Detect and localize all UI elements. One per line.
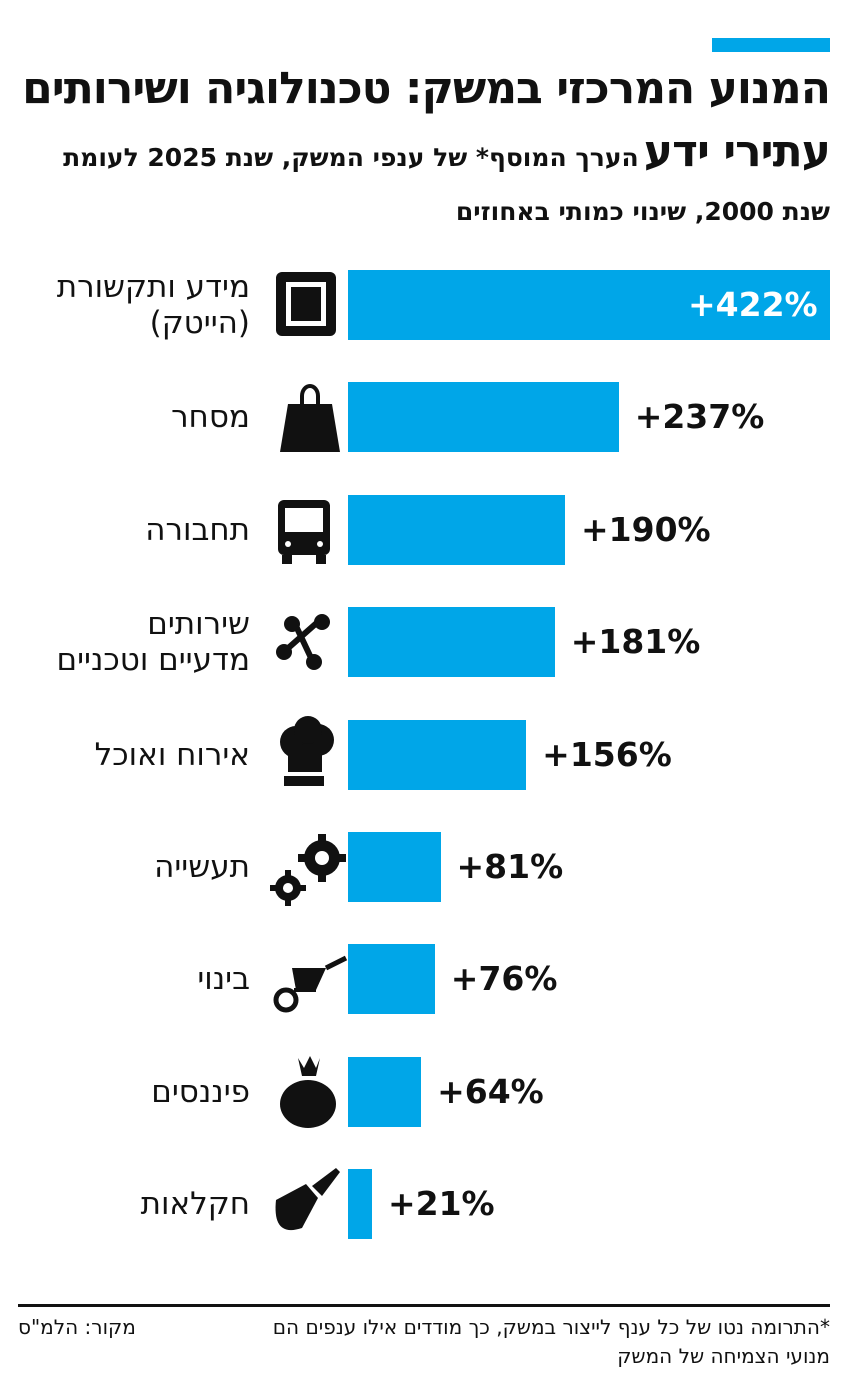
chart-subtitle: הערך המוסף* של ענפי המשק, שנת 2025 לעומת… (63, 143, 830, 226)
category-label: תעשייה (154, 849, 250, 885)
icon-gears (270, 834, 346, 906)
value-label: +422% (688, 285, 818, 324)
value-label: +181% (570, 622, 701, 662)
chart-title: המנוע המרכזי במשק: טכנולוגיה ושירותים עת… (22, 63, 831, 177)
heading: המנוע המרכזי במשק: טכנולוגיה ושירותים עת… (20, 62, 831, 242)
value-label: +21% (387, 1184, 495, 1224)
icon-network (276, 614, 330, 670)
footer-rule (18, 1304, 830, 1307)
icon-wheelbarrow (273, 955, 348, 1013)
bar (348, 719, 527, 790)
accent-bar (712, 38, 830, 52)
value-label: +237% (634, 397, 765, 437)
category-label: חקלאות (140, 1186, 250, 1223)
bar (348, 1056, 422, 1127)
category-label: בינוי (197, 961, 250, 998)
category-label: תחבורה (145, 511, 250, 548)
value-label: +81% (456, 847, 564, 886)
category-label: פיננסים (151, 1073, 250, 1110)
value-label: +190% (581, 509, 711, 549)
category-label: אירוח ואוכל (94, 736, 250, 773)
icon-trowel (275, 1168, 340, 1231)
bar (348, 494, 565, 565)
category-label: שירותים מדעיים וטכניים (56, 606, 250, 679)
bar (348, 270, 830, 340)
source: מקור: הלמ"ס (18, 1315, 136, 1339)
icon-money-bag (280, 1056, 336, 1128)
category-label: מסחר (171, 399, 250, 436)
bar (348, 944, 435, 1015)
category-label: מידע ותקשורת (הייטק) (56, 269, 250, 341)
icon-chef-hat (280, 716, 334, 786)
value-label: +76% (450, 959, 558, 999)
value-label: +64% (437, 1071, 544, 1111)
footnote: *התרומה נטו של כל ענף לייצור במשק, כך מו… (272, 1315, 830, 1368)
bar (348, 1169, 372, 1240)
value-label: +156% (542, 734, 672, 774)
icon-chip (276, 272, 336, 336)
bar (348, 382, 619, 453)
icon-bag (280, 384, 340, 452)
bar (348, 607, 555, 678)
bar (348, 832, 441, 902)
icon-bus (278, 500, 330, 564)
